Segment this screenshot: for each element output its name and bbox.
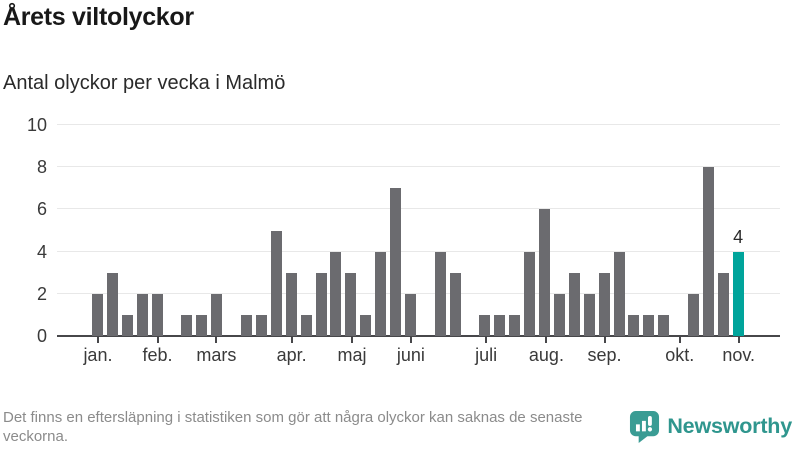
- x-axis-line: [57, 335, 780, 337]
- x-axis-label: juli: [475, 345, 498, 365]
- bar: [449, 272, 461, 336]
- bar: [375, 251, 387, 336]
- y-axis-label: 0: [36, 326, 47, 346]
- bar: [196, 314, 208, 336]
- y-axis-label: 8: [36, 157, 47, 178]
- chart-subtitle: Antal olyckor per vecka i Malmö: [3, 72, 286, 94]
- bar: [702, 167, 714, 336]
- bar: [568, 272, 580, 336]
- y-axis-label: 6: [36, 199, 47, 220]
- bar: [404, 293, 416, 336]
- bar: [345, 272, 357, 336]
- x-axis-tick: [545, 337, 548, 343]
- footnote: Det finns en eftersläpning i statistiken…: [3, 409, 583, 445]
- bar: [181, 314, 193, 336]
- bar: [494, 314, 506, 336]
- bar: [717, 272, 729, 336]
- bar: [628, 314, 640, 336]
- x-axis-tick: [678, 337, 681, 343]
- bar-highlighted: [732, 251, 744, 336]
- bar: [613, 251, 625, 336]
- bar: [583, 293, 595, 336]
- gridline-y2: [57, 292, 780, 294]
- x-axis-label: aug.: [528, 345, 564, 365]
- x-axis-tick: [485, 337, 488, 343]
- bar: [300, 314, 312, 336]
- x-axis-label: okt.: [665, 345, 695, 365]
- page-title: Årets viltolyckor: [3, 3, 194, 31]
- gridline-y10: [57, 124, 780, 125]
- x-axis-label: mars: [196, 345, 237, 365]
- bar: [211, 293, 223, 336]
- x-axis-label: nov.: [722, 345, 755, 365]
- x-axis-tick: [215, 337, 218, 343]
- bar: [315, 272, 327, 336]
- bar: [360, 314, 372, 336]
- x-axis-label: apr.: [276, 345, 307, 365]
- x-axis-label: sep.: [587, 345, 622, 365]
- bar: [255, 314, 267, 336]
- bar: [658, 314, 670, 336]
- bar: [106, 272, 118, 336]
- bar: [598, 272, 610, 336]
- newsworthy-logo-icon: [630, 411, 660, 443]
- bar: [434, 251, 446, 336]
- gridline-y6: [57, 208, 780, 210]
- bar: [390, 188, 401, 336]
- x-axis-tick: [737, 337, 740, 343]
- bar: [121, 314, 133, 336]
- gridline-y8: [57, 166, 780, 168]
- x-axis-label: feb.: [142, 345, 173, 365]
- bar: [151, 293, 163, 336]
- bar: [241, 314, 252, 336]
- x-axis-tick: [603, 337, 606, 343]
- bar: [688, 293, 699, 336]
- bar-chart-plot-area: 0 2 4 6 8 10 jan. feb. mars apr. maj juni juli aug. se…: [27, 115, 780, 365]
- y-axis-label: 10: [26, 115, 47, 135]
- bar: [553, 293, 565, 336]
- x-axis-tick: [96, 337, 99, 343]
- bar: [479, 314, 491, 336]
- bar: [270, 230, 282, 336]
- y-axis-label: 4: [36, 241, 47, 262]
- value-label: 4: [733, 226, 744, 247]
- x-axis-label: maj: [337, 345, 367, 365]
- bar: [509, 314, 521, 336]
- x-axis-tick: [351, 337, 353, 343]
- bar: [330, 251, 342, 336]
- x-axis-label: juni: [396, 345, 425, 365]
- x-axis-tick: [290, 337, 293, 343]
- bar: [136, 293, 148, 336]
- bar: [524, 251, 536, 336]
- bar: [539, 209, 550, 336]
- x-axis-tick: [156, 337, 159, 343]
- brand-logo[interactable]: Newsworthy: [629, 410, 792, 443]
- gridline-y4: [57, 250, 780, 252]
- brand-name: Newsworthy: [667, 414, 792, 438]
- x-axis-tick: [409, 337, 412, 343]
- x-axis-label: jan.: [83, 345, 113, 365]
- bar: [643, 314, 655, 336]
- y-axis-label: 2: [36, 283, 47, 304]
- bar: [92, 293, 103, 336]
- bar: [285, 272, 297, 336]
